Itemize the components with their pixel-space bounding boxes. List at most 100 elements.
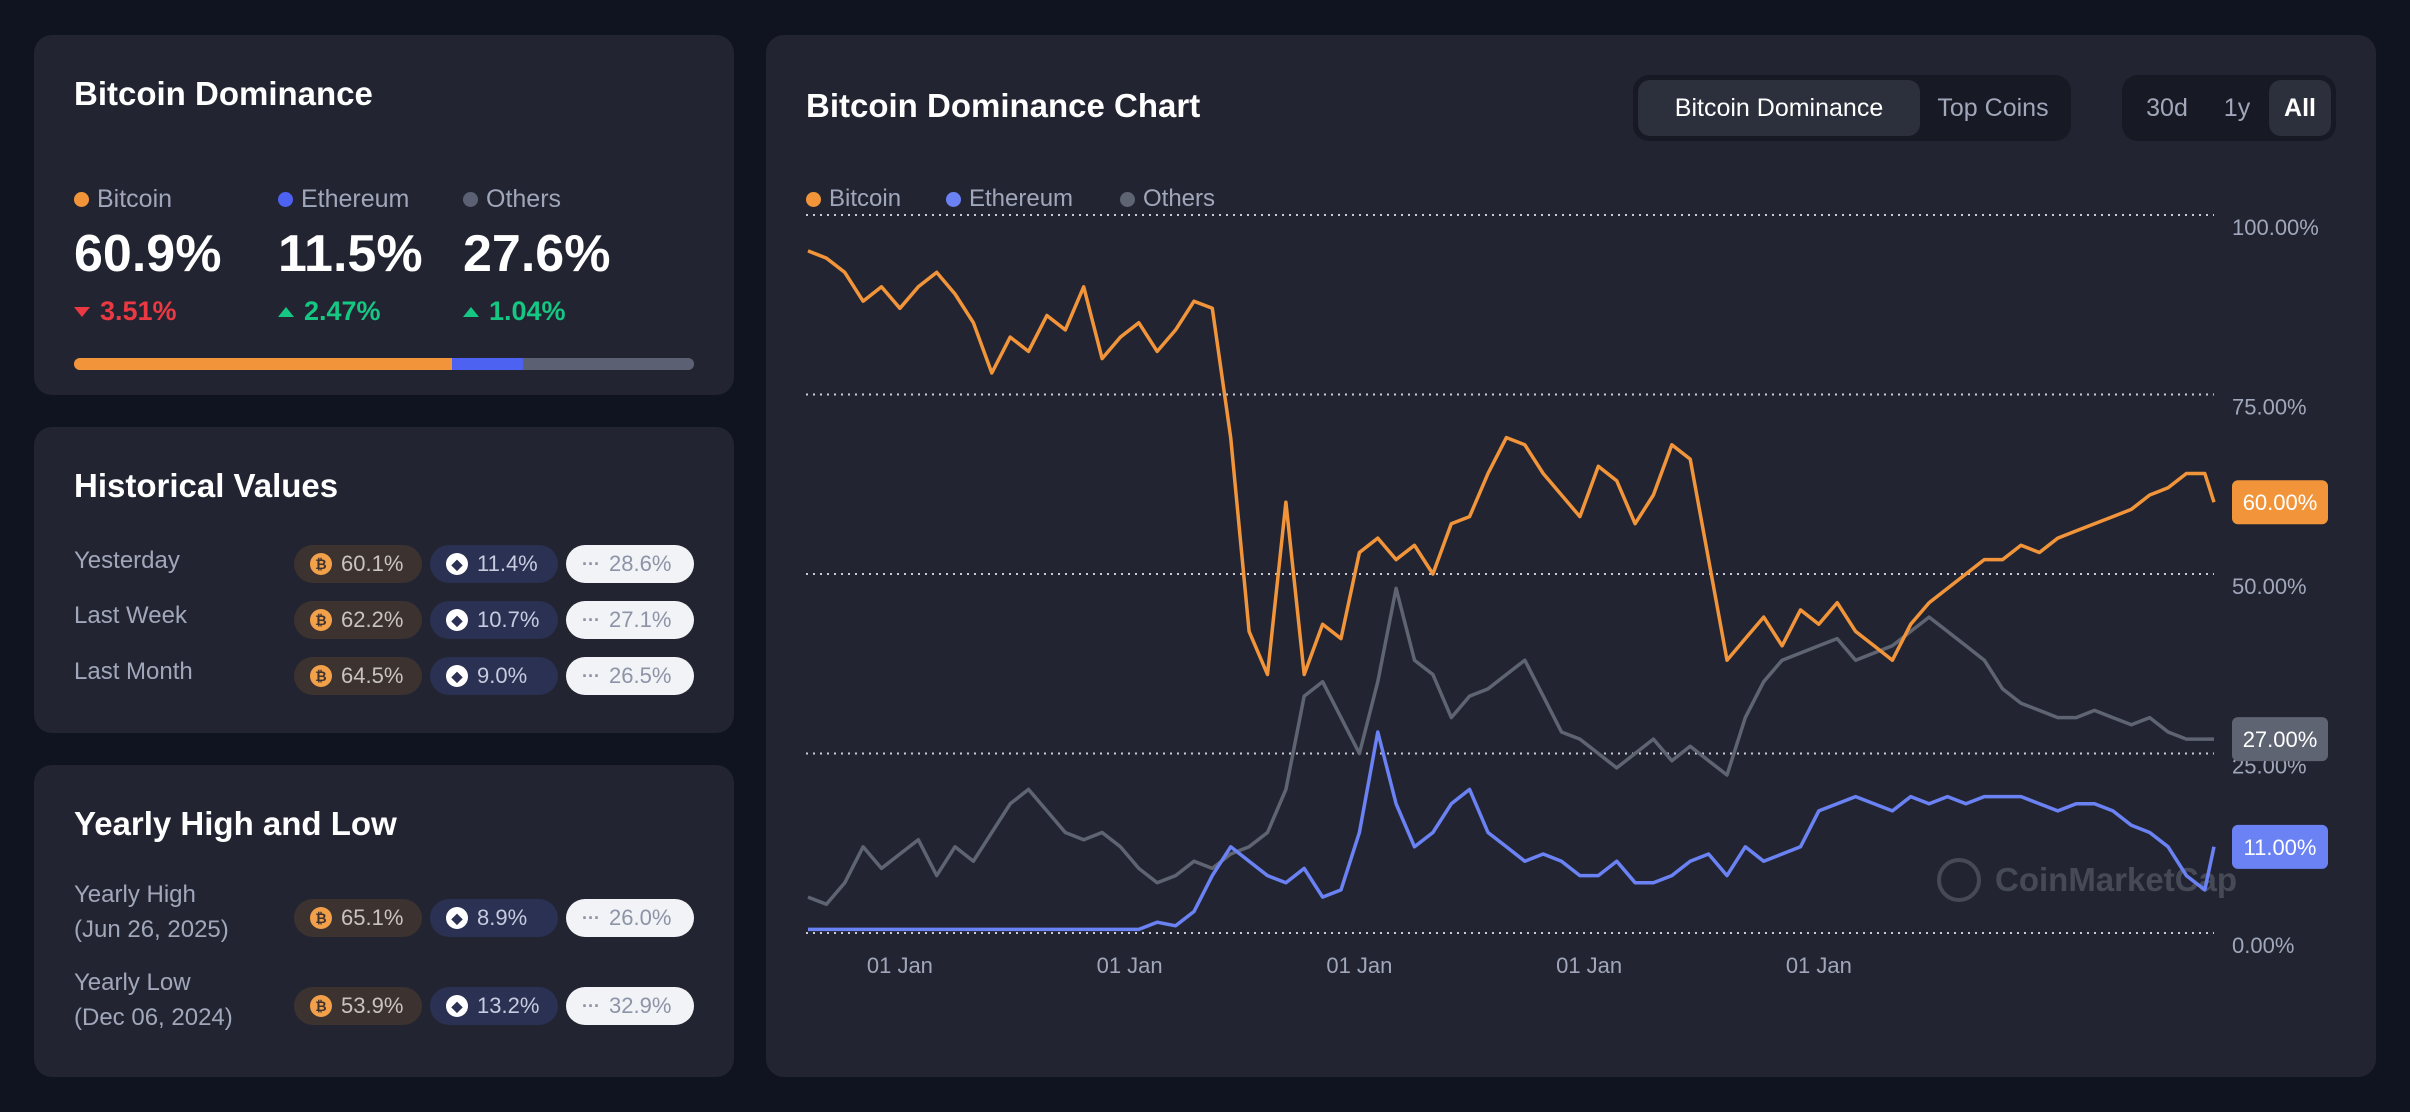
bitcoin-dot-icon — [74, 192, 89, 207]
dominance-bitcoin-label: Bitcoin — [97, 185, 173, 213]
dominance-others-label: Others — [486, 185, 562, 213]
bitcoin-pill: ₿ 65.1% — [294, 899, 422, 937]
dominance-ethereum-value: 11.5% — [278, 225, 423, 283]
last-value-badge-bitcoin: 60.00% — [2232, 480, 2328, 525]
yearly-high-label: Yearly High (Jun 26, 2025) — [74, 877, 229, 947]
bitcoin-icon: ₿ — [310, 553, 332, 575]
others-pill: ··· 32.9% — [566, 987, 694, 1025]
dominance-others-value: 27.6% — [463, 225, 611, 283]
yearly-card: Yearly High and Low Yearly High (Jun 26,… — [34, 765, 734, 1077]
ethereum-pill: ◆ 10.7% — [430, 601, 558, 639]
chart-title: Bitcoin Dominance Chart — [806, 87, 1201, 124]
yearly-low-label: Yearly Low (Dec 06, 2024) — [74, 965, 233, 1035]
range-all-button[interactable]: All — [2269, 80, 2331, 136]
ellipsis-icon: ··· — [582, 665, 600, 686]
series-line-bitcoin — [807, 249, 2216, 677]
ethereum-pill: ◆ 9.0% — [430, 657, 558, 695]
x-tick-label: 01 Jan — [1097, 953, 1163, 978]
ethereum-legend-dot-icon — [946, 191, 961, 207]
others-pill: ··· 26.5% — [566, 657, 694, 695]
dominance-line-chart[interactable]: CoinMarketCap 100.00%75.00%50.00%25.00%0… — [766, 35, 2376, 1077]
badge-background — [2232, 717, 2328, 762]
range-30d-button[interactable]: 30d — [2146, 93, 2188, 122]
others-pill: ··· 27.1% — [566, 601, 694, 639]
legend-bitcoin[interactable]: Bitcoin — [806, 185, 901, 213]
dominance-bar-bitcoin — [74, 358, 452, 370]
dominance-others-change: 1.04% — [489, 296, 566, 326]
bitcoin-legend-dot-icon — [806, 191, 821, 207]
x-tick-label: 01 Jan — [1786, 953, 1852, 978]
badge-text: 60.00% — [2243, 490, 2318, 515]
coinmarketcap-logo-icon — [1937, 858, 1981, 902]
dominance-ethereum-change: 2.47% — [304, 296, 381, 326]
badge-background — [2232, 480, 2328, 525]
ethereum-icon: ◆ — [446, 907, 468, 929]
bitcoin-pill: ₿ 60.1% — [294, 545, 422, 583]
coinmarketcap-watermark: CoinMarketCap — [1937, 858, 2237, 902]
arrow-up-icon — [463, 306, 479, 317]
dominance-ethereum: Ethereum 11.5% 2.47% — [278, 185, 423, 327]
chart-card: Bitcoin Dominance Chart Bitcoin Dominanc… — [766, 35, 2376, 1077]
dominance-title: Bitcoin Dominance — [74, 75, 373, 112]
last-value-badge-ethereum: 11.00% — [2232, 824, 2328, 869]
dominance-bitcoin-change: 3.51% — [100, 296, 177, 326]
y-tick-label: 75.00% — [2232, 395, 2307, 420]
y-tick-label: 50.00% — [2232, 574, 2307, 599]
bitcoin-icon: ₿ — [310, 609, 332, 631]
arrow-down-icon — [74, 306, 90, 317]
series-line-ethereum — [808, 730, 2216, 932]
arrow-up-icon — [278, 306, 294, 317]
dominance-bar-others — [522, 358, 694, 370]
others-pill: ··· 28.6% — [566, 545, 694, 583]
legend-others[interactable]: Others — [1120, 185, 1215, 213]
dominance-bitcoin-value: 60.9% — [74, 225, 222, 283]
x-tick-label: 01 Jan — [1556, 953, 1622, 978]
others-pill: ··· 26.0% — [566, 899, 694, 937]
series-line-others — [807, 586, 2214, 907]
dominance-card: Bitcoin Dominance Bitcoin 60.9% 3.51% Et… — [34, 35, 734, 395]
bitcoin-icon: ₿ — [310, 995, 332, 1017]
last-value-badge-others: 27.00% — [2232, 717, 2328, 762]
bitcoin-pill: ₿ 64.5% — [294, 657, 422, 695]
ethereum-icon: ◆ — [446, 609, 468, 631]
bitcoin-icon: ₿ — [310, 665, 332, 687]
bitcoin-pill: ₿ 53.9% — [294, 987, 422, 1025]
badge-text: 11.00% — [2244, 835, 2317, 860]
historical-row-label: Yesterday — [74, 547, 180, 574]
legend-ethereum[interactable]: Ethereum — [946, 185, 1073, 213]
others-dot-icon — [463, 192, 478, 207]
y-tick-label: 0.00% — [2232, 933, 2294, 958]
ethereum-pill: ◆ 13.2% — [430, 987, 558, 1025]
ellipsis-icon: ··· — [582, 995, 600, 1016]
tab-top-coins[interactable]: Top Coins — [1937, 93, 2049, 122]
ethereum-icon: ◆ — [446, 665, 468, 687]
chart-type-toggle: Bitcoin Dominance Top Coins — [1633, 75, 2071, 141]
yearly-high-date: (Jun 26, 2025) — [74, 916, 229, 943]
ethereum-icon: ◆ — [446, 995, 468, 1017]
y-tick-label: 100.00% — [2232, 215, 2319, 240]
dominance-bar-ethereum — [451, 358, 523, 370]
dominance-bitcoin: Bitcoin 60.9% 3.51% — [74, 185, 221, 327]
ethereum-pill: ◆ 8.9% — [430, 899, 558, 937]
historical-row-label: Last Month — [74, 658, 193, 685]
tab-bitcoin-dominance[interactable]: Bitcoin Dominance — [1638, 80, 1920, 136]
historical-row-label: Last Week — [74, 602, 187, 629]
historical-title: Historical Values — [74, 467, 339, 504]
x-tick-label: 01 Jan — [867, 953, 933, 978]
dominance-ethereum-label: Ethereum — [301, 185, 410, 213]
range-1y-button[interactable]: 1y — [2223, 93, 2251, 122]
time-range-toggle: 30d 1y All — [2122, 75, 2336, 141]
ellipsis-icon: ··· — [582, 907, 600, 928]
badge-text: 27.00% — [2243, 727, 2318, 752]
ethereum-pill: ◆ 11.4% — [430, 545, 558, 583]
ellipsis-icon: ··· — [582, 609, 600, 630]
badge-background — [2232, 824, 2328, 869]
ellipsis-icon: ··· — [582, 553, 600, 574]
dominance-others: Others 27.6% 1.04% — [463, 185, 610, 327]
dominance-share-bar — [74, 358, 694, 370]
bitcoin-pill: ₿ 62.2% — [294, 601, 422, 639]
x-tick-label: 01 Jan — [1326, 953, 1392, 978]
others-legend-dot-icon — [1120, 191, 1135, 207]
watermark-text: CoinMarketCap — [1995, 861, 2237, 898]
ethereum-dot-icon — [278, 192, 293, 207]
